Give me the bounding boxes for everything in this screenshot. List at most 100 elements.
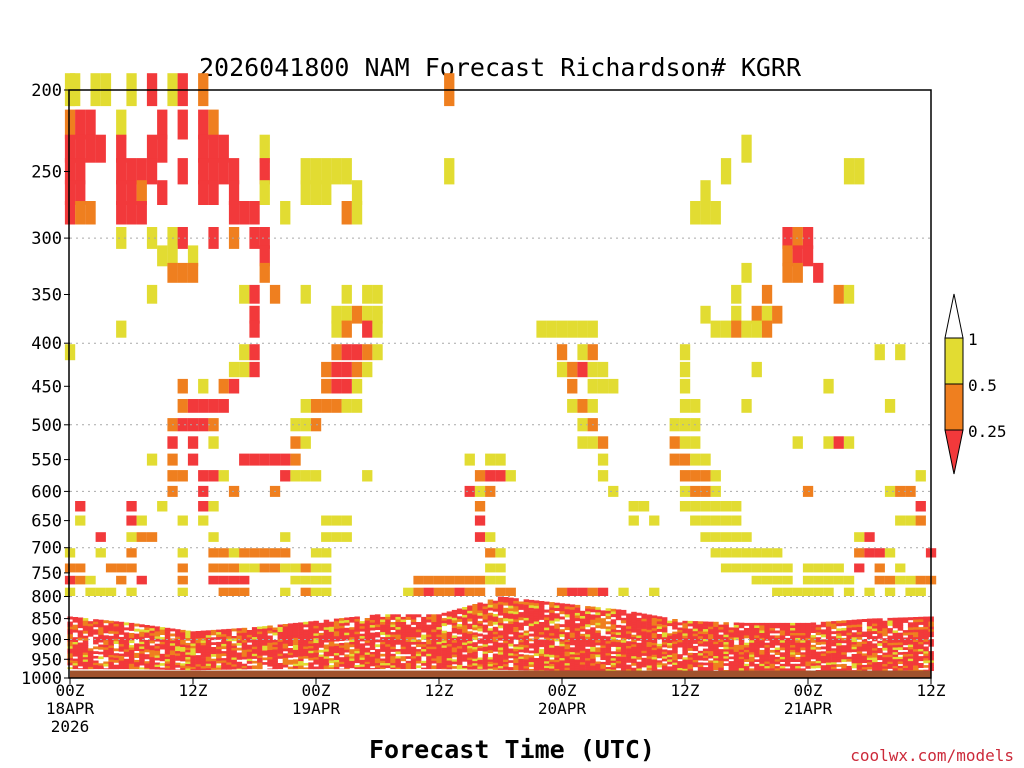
boundary-layer-cell (200, 652, 207, 656)
boundary-layer-cell (139, 655, 145, 659)
boundary-layer-cell (410, 658, 417, 662)
boundary-layer-cell (323, 658, 330, 662)
boundary-layer-cell (190, 648, 196, 652)
boundary-layer-cell (831, 636, 837, 639)
heatmap-cell (105, 563, 117, 573)
boundary-layer-cell (200, 659, 207, 663)
boundary-layer-cell (641, 638, 647, 642)
boundary-layer-cell (246, 654, 253, 657)
boundary-layer-cell (692, 645, 699, 649)
boundary-layer-cell (426, 649, 432, 652)
heatmap-cell (64, 563, 76, 573)
boundary-layer-cell (323, 663, 330, 666)
boundary-layer-cell (472, 649, 478, 653)
boundary-layer-cell (800, 633, 806, 636)
boundary-layer-cell (790, 642, 796, 646)
boundary-layer-cell (497, 649, 504, 653)
boundary-layer-cell (308, 638, 314, 642)
boundary-layer-cell (395, 660, 401, 664)
boundary-layer-cell (364, 623, 371, 626)
boundary-layer-cell (907, 649, 914, 653)
boundary-layer-cell (620, 612, 627, 616)
boundary-layer-cell (590, 651, 596, 655)
boundary-layer-cell (631, 642, 637, 645)
boundary-layer-cell (815, 651, 822, 655)
boundary-layer-cell (508, 618, 514, 622)
boundary-layer-cell (344, 654, 350, 658)
heatmap-cell (792, 436, 803, 449)
boundary-layer-cell (298, 663, 304, 667)
boundary-layer-cell (544, 627, 550, 631)
boundary-layer-cell (579, 626, 586, 630)
heatmap-cell (218, 470, 229, 482)
boundary-layer-cell (77, 630, 84, 634)
boundary-layer-cell (164, 630, 171, 634)
boundary-layer-cell (298, 654, 304, 657)
boundary-layer-cell (851, 619, 858, 623)
boundary-layer-cell (385, 644, 391, 648)
boundary-layer-cell (754, 630, 760, 634)
boundary-layer-cell (236, 664, 243, 667)
boundary-layer-cell (93, 660, 99, 664)
boundary-layer-cell (559, 643, 565, 647)
boundary-layer-cell (154, 643, 161, 647)
boundary-layer-cell (118, 631, 125, 635)
boundary-layer-cell (579, 653, 586, 656)
boundary-layer-cell (118, 639, 125, 643)
boundary-layer-cell (595, 649, 601, 653)
boundary-layer-cell (897, 617, 904, 621)
heatmap-cell (690, 470, 701, 482)
boundary-layer-cell (462, 668, 468, 670)
boundary-layer-cell (241, 668, 248, 670)
heatmap-cell (218, 587, 229, 596)
boundary-layer-cell (605, 660, 612, 663)
boundary-layer-cell (456, 636, 463, 640)
boundary-layer-cell (390, 624, 396, 628)
boundary-layer-cell (369, 625, 376, 628)
boundary-layer-cell (856, 646, 863, 650)
boundary-layer-cell (574, 664, 581, 667)
boundary-layer-cell (651, 620, 658, 624)
boundary-layer-cell (221, 634, 227, 638)
boundary-layer-cell (641, 653, 647, 656)
boundary-layer-cell (257, 636, 263, 640)
boundary-layer-cell (513, 653, 519, 657)
boundary-layer-cell (533, 624, 540, 627)
boundary-layer-cell (374, 658, 381, 662)
boundary-layer-cell (436, 614, 442, 618)
boundary-layer-cell (231, 652, 237, 656)
boundary-layer-cell (118, 641, 125, 645)
boundary-layer-cell (313, 625, 319, 629)
boundary-layer-cell (667, 620, 673, 624)
boundary-layer-cell (72, 624, 79, 628)
boundary-layer-cell (267, 630, 273, 634)
boundary-layer-cell (646, 644, 653, 648)
boundary-layer-cell (421, 644, 427, 648)
boundary-layer-cell (754, 663, 760, 667)
boundary-layer-cell (390, 665, 396, 669)
boundary-layer-cell (318, 656, 325, 660)
boundary-layer-cell (513, 667, 519, 671)
boundary-layer-cell (825, 658, 832, 661)
boundary-layer-cell (831, 621, 837, 625)
boundary-layer-cell (820, 653, 827, 657)
boundary-layer-cell (436, 651, 442, 655)
boundary-layer-cell (262, 631, 268, 634)
boundary-layer-cell (590, 632, 596, 636)
boundary-layer-cell (231, 638, 237, 642)
boundary-layer-cell (518, 601, 524, 605)
boundary-layer-cell (754, 640, 760, 644)
boundary-layer-cell (779, 642, 786, 646)
boundary-layer-cell (831, 669, 837, 672)
boundary-layer-cell (913, 617, 919, 620)
boundary-layer-cell (390, 667, 396, 670)
heatmap-cell (300, 575, 311, 585)
boundary-layer-cell (185, 645, 191, 649)
boundary-layer-cell (605, 648, 612, 652)
boundary-layer-cell (451, 615, 458, 619)
boundary-layer-cell (415, 634, 422, 638)
boundary-layer-cell (313, 620, 319, 624)
boundary-layer-cell (723, 656, 729, 659)
boundary-layer-cell (513, 621, 519, 625)
heatmap-cell (177, 575, 188, 585)
